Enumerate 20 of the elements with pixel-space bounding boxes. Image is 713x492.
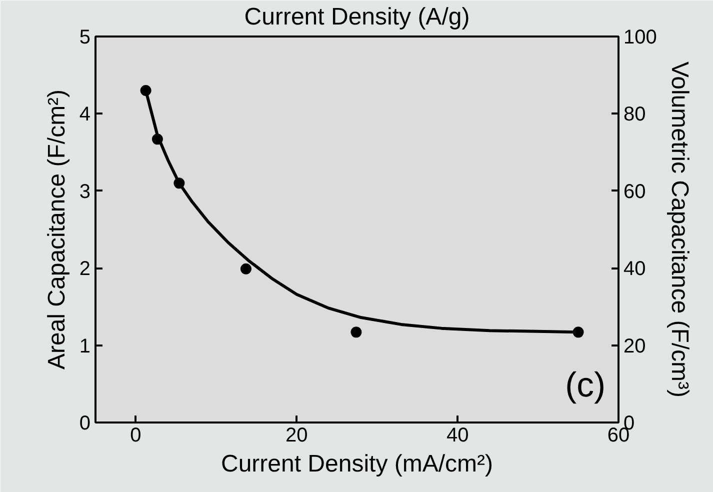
y2-tick-label: 60: [624, 180, 646, 203]
y-tick-label: 3: [79, 180, 90, 203]
y2-tick-label: 80: [624, 104, 646, 126]
x-tick-label: 0: [130, 424, 142, 446]
x-axis-title: Current Density (mA/cm²): [220, 450, 494, 478]
y2-tick-label: 40: [624, 258, 646, 280]
x-tick-label: 20: [286, 424, 308, 446]
y-tick-label: 2: [79, 258, 90, 280]
point: [350, 326, 362, 338]
point: [240, 263, 252, 274]
y-tick-label: 5: [79, 26, 90, 48]
y2-tick-label: 20: [624, 335, 646, 358]
y2-axis-title: Volumetric Capacitance (F/cm³): [666, 61, 693, 398]
x-tick-label: 40: [446, 424, 469, 446]
annotation: (c): [565, 366, 606, 404]
y-tick-label: 4: [79, 104, 90, 126]
x2-axis-title: Current Density (A/g): [244, 4, 470, 30]
y2-tick-label: 100: [624, 26, 657, 48]
y-axis-title: Areal Capacitance (F/cm²): [43, 89, 70, 370]
y-tick-label: 1: [79, 335, 90, 358]
